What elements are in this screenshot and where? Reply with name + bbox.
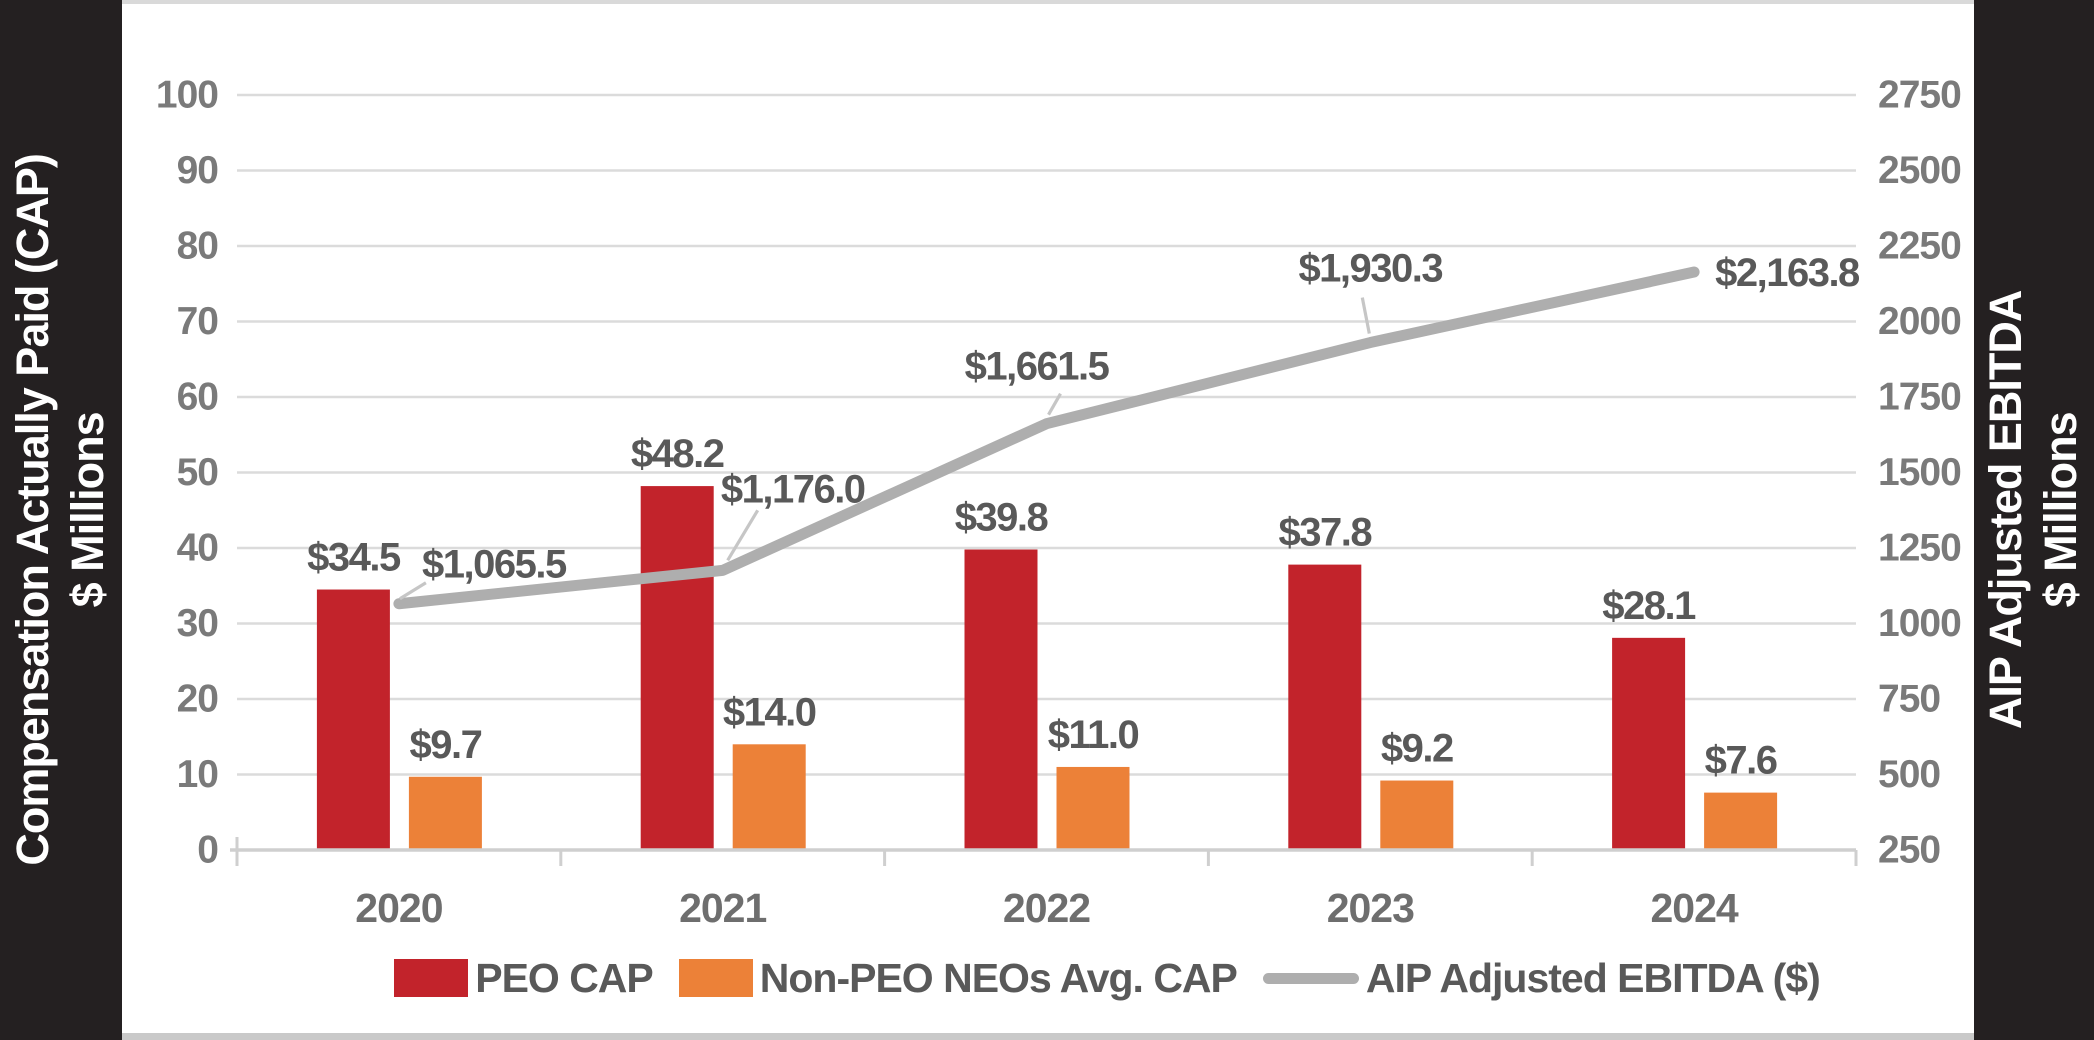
y2-axis-tick-label: 2500 xyxy=(1878,149,1961,192)
data-label-non-peo-2023: $9.2 xyxy=(1381,727,1453,771)
data-label-ebitda-2021: $1,176.0 xyxy=(721,467,865,511)
legend-swatch-non-peo-neos xyxy=(678,959,753,997)
bar-non-peo-neos-avg-cap-2022 xyxy=(1056,766,1130,851)
data-label-peo-2023: $37.8 xyxy=(1278,511,1372,555)
left-axis-title-line1: Compensation Actually Paid (CAP) xyxy=(7,154,59,866)
y-axis-tick-label: 40 xyxy=(177,527,219,570)
bar-peo-cap-2022 xyxy=(964,549,1038,851)
x-axis-label-2020: 2020 xyxy=(355,885,442,931)
bottom-border-strip xyxy=(122,1033,1974,1040)
x-axis-label-2023: 2023 xyxy=(1327,885,1414,931)
aip-ebitda-line xyxy=(393,266,1700,610)
left-axis-title: Compensation Actually Paid (CAP) $ Milli… xyxy=(6,0,116,1030)
y-axis-tick-label: 90 xyxy=(177,149,219,192)
leader-line xyxy=(726,509,760,562)
y2-axis-tick-label: 2750 xyxy=(1878,74,1961,117)
data-label-non-peo-2024: $7.6 xyxy=(1705,739,1777,783)
bar-peo-cap-2023 xyxy=(1288,564,1362,851)
y-axis-tick-label: 80 xyxy=(177,225,219,268)
left-axis-title-line2: $ Millions xyxy=(62,412,113,608)
legend-swatch-aip-ebitda-line xyxy=(1262,972,1359,984)
bar-non-peo-neos-avg-cap-2020 xyxy=(408,776,482,851)
y2-axis-tick-label: 1750 xyxy=(1878,376,1961,419)
legend-label-peo-cap: PEO CAP xyxy=(475,954,654,1001)
y-axis-tick-label: 70 xyxy=(177,300,219,343)
y-axis-tick-label: 10 xyxy=(177,753,219,796)
right-axis-title-line1: AIP Adjusted EBITDA xyxy=(1980,290,2032,730)
bar-peo-cap-2024 xyxy=(1612,637,1686,851)
data-label-peo-2021: $48.2 xyxy=(631,432,724,476)
y2-axis-tick-label: 1000 xyxy=(1878,602,1961,645)
x-axis-label-2024: 2024 xyxy=(1650,885,1738,931)
left-axis-title-panel: Compensation Actually Paid (CAP) $ Milli… xyxy=(0,0,122,1040)
x-axis-label-2022: 2022 xyxy=(1003,885,1090,931)
data-label-peo-2024: $28.1 xyxy=(1602,584,1696,628)
leader-line xyxy=(399,581,427,601)
bar-peo-cap-2021 xyxy=(640,486,714,851)
right-axis-title-line2: $ Millions xyxy=(2035,412,2086,608)
top-border-strip xyxy=(122,0,1974,4)
bar-non-peo-neos-avg-cap-2023 xyxy=(1380,780,1454,851)
legend-item-peo-cap: PEO CAP xyxy=(394,954,654,1002)
data-label-ebitda-2023: $1,930.3 xyxy=(1298,247,1442,291)
legend-swatch-peo-cap xyxy=(394,959,469,997)
y2-axis-tick-label: 1250 xyxy=(1878,527,1961,570)
y2-axis-tick-label: 500 xyxy=(1878,753,1940,796)
data-label-ebitda-2024: $2,163.8 xyxy=(1715,251,1860,295)
y-axis-tick-label: 30 xyxy=(177,602,219,645)
bar-non-peo-neos-avg-cap-2024 xyxy=(1704,792,1778,851)
y-axis-tick-label: 60 xyxy=(177,376,219,419)
legend-label-aip-ebitda: AIP Adjusted EBITDA ($) xyxy=(1365,954,1821,1001)
y2-axis-tick-label: 750 xyxy=(1878,678,1940,721)
data-label-non-peo-2022: $11.0 xyxy=(1048,713,1139,757)
data-label-ebitda-2020: $1,065.5 xyxy=(422,543,567,587)
y-axis-tick-label: 0 xyxy=(197,829,218,872)
legend-item-non-peo-neos: Non-PEO NEOs Avg. CAP xyxy=(678,954,1238,1002)
y2-axis-tick-label: 250 xyxy=(1878,829,1940,872)
legend-item-aip-ebitda: AIP Adjusted EBITDA ($) xyxy=(1262,954,1821,1002)
x-axis-label-2021: 2021 xyxy=(679,885,766,931)
bar-peo-cap-2020 xyxy=(316,589,390,851)
y2-axis-tick-label: 2250 xyxy=(1878,225,1961,268)
chart-legend: PEO CAP Non-PEO NEOs Avg. CAP AIP Adjust… xyxy=(122,951,1974,1005)
y-axis-tick-label: 20 xyxy=(177,678,219,721)
bar-non-peo-neos-avg-cap-2021 xyxy=(732,744,806,851)
leader-line xyxy=(1047,392,1062,416)
right-axis-title: AIP Adjusted EBITDA $ Millions xyxy=(1979,0,2089,1030)
data-label-peo-2020: $34.5 xyxy=(307,536,401,580)
data-label-ebitda-2022: $1,661.5 xyxy=(965,345,1110,389)
y2-axis-tick-label: 1500 xyxy=(1878,451,1961,494)
right-axis-title-panel: AIP Adjusted EBITDA $ Millions xyxy=(1974,0,2094,1040)
data-label-peo-2022: $39.8 xyxy=(955,496,1049,540)
y-axis-tick-label: 100 xyxy=(156,74,218,117)
data-label-non-peo-2021: $14.0 xyxy=(723,690,816,734)
legend-label-non-peo-neos: Non-PEO NEOs Avg. CAP xyxy=(759,954,1238,1001)
y-axis-tick-label: 50 xyxy=(177,451,219,494)
y2-axis-tick-label: 2000 xyxy=(1878,300,1961,343)
leader-line xyxy=(1360,297,1371,334)
data-label-non-peo-2020: $9.7 xyxy=(409,723,481,767)
